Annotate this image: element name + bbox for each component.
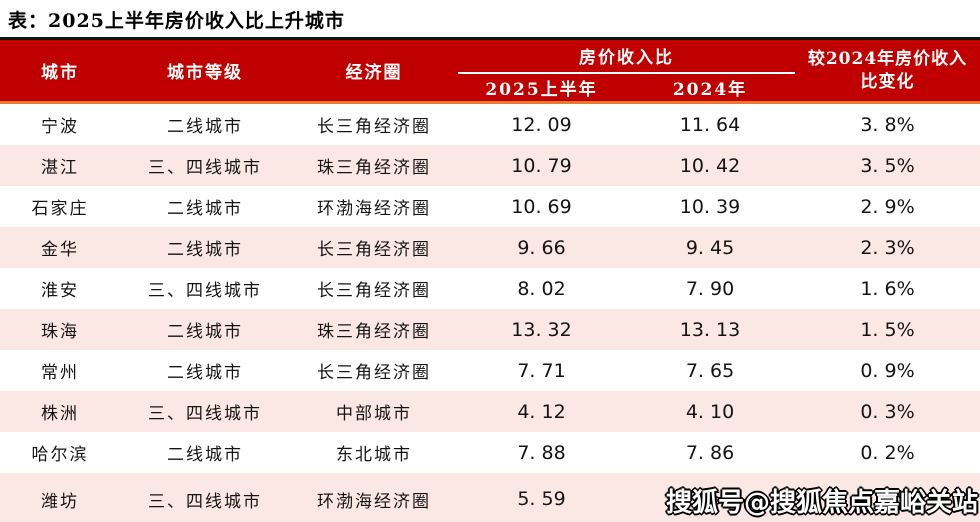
cell-city: 宁波 <box>0 101 120 145</box>
cell-city: 湛江 <box>41 158 79 178</box>
col-header-2025h1: 2025上半年 <box>458 72 625 103</box>
table-row: 常州 二线城市 长三角经济圈 7. 71 7. 65 0. 9% <box>0 350 980 391</box>
table-row: 珠海 二线城市 珠三角经济圈 13. 32 13. 13 1. 5% <box>0 309 980 350</box>
cell-change: 3. 5% <box>860 154 915 177</box>
table-row: 石家庄 二线城市 环渤海经济圈 10. 69 10. 39 2. 9% <box>0 186 980 227</box>
cell-ratio-2025: 13. 32 <box>511 318 572 341</box>
cell-ratio-2024: 9. 45 <box>685 236 735 259</box>
col-header-change-line2: 比变化 <box>860 71 915 92</box>
table-row: 株洲 三、四线城市 中部城市 4. 12 4. 10 0. 3% <box>0 391 980 432</box>
cell-circle: 珠三角经济圈 <box>317 158 431 178</box>
cell-tier: 二线城市 <box>167 199 243 219</box>
cell-ratio-2025: 7. 71 <box>517 359 566 382</box>
cell-tier: 二线城市 <box>167 322 243 342</box>
cell-circle: 长三角经济圈 <box>317 363 431 383</box>
cell-change: 1. 6% <box>860 277 915 300</box>
table-row: 哈尔滨 二线城市 东北城市 7. 88 7. 86 0. 2% <box>0 432 980 473</box>
cell-ratio-2024: 7. 86 <box>685 441 735 464</box>
table-row: 淮安 三、四线城市 长三角经济圈 8. 02 7. 90 1. 6% <box>0 268 980 309</box>
cell-ratio-2024: 13. 13 <box>679 318 741 341</box>
cell-tier: 三、四线城市 <box>148 158 262 178</box>
table-body: 宁波 二线城市 长三角经济圈 12. 09 11. 64 3. 8% 湛江 三、… <box>0 101 980 522</box>
table-row: 湛江 三、四线城市 珠三角经济圈 10. 79 10. 42 3. 5% <box>0 145 980 186</box>
col-header-tier: 城市等级 <box>120 37 290 103</box>
cell-ratio-2024: 7. 90 <box>685 277 735 300</box>
cell-ratio-2024: 5. 58 <box>685 488 735 510</box>
cell-ratio-2024: 7. 65 <box>685 359 735 382</box>
cell-tier: 三、四线城市 <box>148 404 262 424</box>
cell-ratio-2024: 10. 39 <box>679 195 741 218</box>
cell-change: 0. 3% <box>860 400 915 423</box>
cell-tier: 二线城市 <box>167 363 243 383</box>
cell-change: 0. 9% <box>860 359 915 382</box>
cell-city: 常州 <box>41 363 79 383</box>
cell-circle: 环渤海经济圈 <box>317 199 431 219</box>
cell-tier: 三、四线城市 <box>148 281 262 301</box>
watermark: 搜狐号@搜狐焦点嘉峪关站 <box>665 488 978 518</box>
cell-change: 3. 8% <box>795 101 980 145</box>
figure-title: 表：2025上半年房价收入比上升城市 <box>8 10 345 32</box>
table-header: 城市 城市等级 经济圈 房价收入比 较2024年房价收入 比变化 2025上半年… <box>0 37 980 103</box>
cell-ratio-2025: 7. 88 <box>517 441 566 464</box>
cell-ratio-2025: 10. 69 <box>511 195 572 218</box>
cell-circle: 东北城市 <box>336 445 412 465</box>
table-row: 宁波 二线城市 长三角经济圈 12. 09 11. 64 3. 8% <box>0 101 980 145</box>
cell-city: 潍坊 <box>41 491 79 512</box>
col-header-change: 较2024年房价收入 比变化 <box>795 37 980 103</box>
cell-ratio-2024: 11. 64 <box>625 101 795 145</box>
cell-ratio-2025: 9. 66 <box>517 236 566 259</box>
col-header-ratio-group: 房价收入比 <box>458 37 795 74</box>
cell-ratio-2025: 10. 79 <box>511 154 572 177</box>
cell-tier: 二线城市 <box>167 240 243 260</box>
cell-ratio-2025: 4. 12 <box>517 400 566 423</box>
cell-city: 金华 <box>41 240 79 260</box>
cell-tier: 三、四线城市 <box>148 491 262 512</box>
cell-city: 株洲 <box>41 404 79 424</box>
cell-circle: 中部城市 <box>336 404 412 424</box>
cell-ratio-2024: 10. 42 <box>679 154 741 177</box>
house-price-income-table: 城市 城市等级 经济圈 房价收入比 较2024年房价收入 比变化 2025上半年… <box>0 37 980 522</box>
cell-ratio-2025: 12. 09 <box>458 101 625 145</box>
cell-ratio-2025: 8. 02 <box>517 277 566 300</box>
table-row: 潍坊 三、四线城市 环渤海经济圈 5. 59 5. 58 0. 2% <box>0 473 980 522</box>
cell-change: 0. 2% <box>860 441 915 464</box>
col-header-circle: 经济圈 <box>290 37 458 103</box>
cell-circle: 长三角经济圈 <box>317 240 431 260</box>
table-row: 金华 二线城市 长三角经济圈 9. 66 9. 45 2. 3% <box>0 227 980 268</box>
cell-tier: 二线城市 <box>167 445 243 465</box>
cell-change: 2. 3% <box>860 236 915 259</box>
cell-change: 0. 2% <box>860 488 915 510</box>
cell-circle: 珠三角经济圈 <box>317 322 431 342</box>
col-header-change-line1: 较2024年房价收入 <box>807 48 968 69</box>
cell-circle: 长三角经济圈 <box>290 101 458 145</box>
cell-ratio-2024: 4. 10 <box>685 400 735 423</box>
cell-circle: 长三角经济圈 <box>317 281 431 301</box>
col-header-2024: 2024年 <box>625 72 795 103</box>
cell-city: 淮安 <box>41 281 79 301</box>
cell-city: 珠海 <box>41 322 79 342</box>
col-header-city: 城市 <box>0 37 120 103</box>
cell-city: 哈尔滨 <box>31 445 89 465</box>
cell-change: 2. 9% <box>860 195 915 218</box>
cell-change: 1. 5% <box>860 318 915 341</box>
cell-city: 石家庄 <box>31 199 89 219</box>
cell-ratio-2025: 5. 59 <box>517 488 566 510</box>
cell-tier: 二线城市 <box>120 101 290 145</box>
cell-circle: 环渤海经济圈 <box>317 491 431 512</box>
